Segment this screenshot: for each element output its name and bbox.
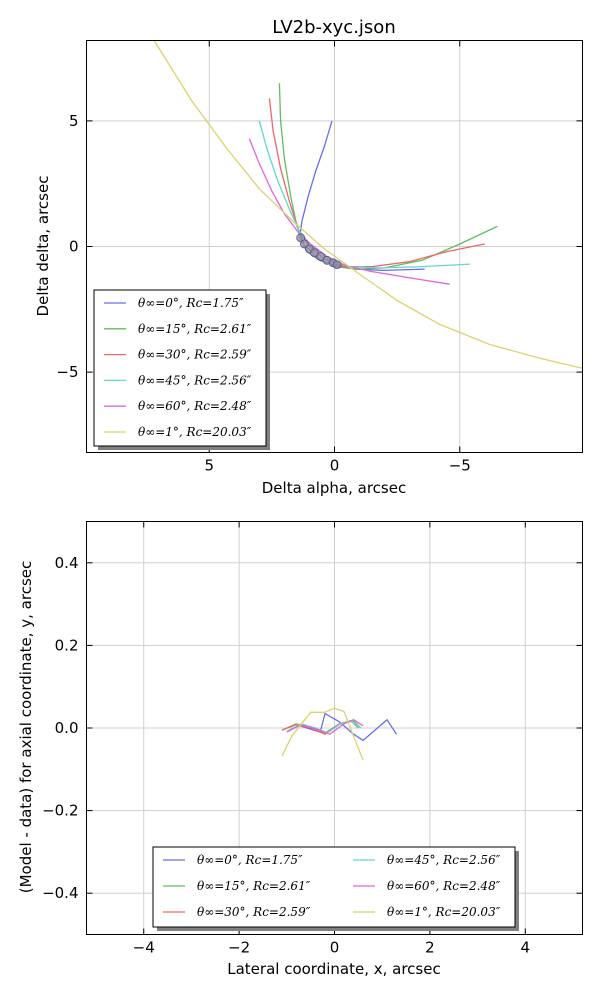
legend-label: θ∞=30°, Rc=2.59″ bbox=[197, 905, 311, 919]
y-tick-label: 0.2 bbox=[55, 636, 79, 654]
y-tick-label: 0.0 bbox=[55, 719, 79, 737]
legend-label: θ∞=15°, Rc=2.61″ bbox=[197, 879, 311, 893]
data-markers bbox=[296, 233, 342, 269]
x-axis-label: Delta alpha, arcsec bbox=[262, 479, 406, 497]
y-tick-label: −0.2 bbox=[42, 802, 78, 820]
legend-label: θ∞=60°, Rc=2.48″ bbox=[387, 879, 501, 893]
legend-label: θ∞=0°, Rc=1.75″ bbox=[197, 853, 303, 867]
legend: θ∞=0°, Rc=1.75″ θ∞=15°, Rc=2.61″ θ∞=30°, R… bbox=[93, 289, 270, 450]
legend-box bbox=[93, 289, 267, 447]
axis-ticks: 5 0 −5 −5 0 5 bbox=[56, 40, 583, 475]
series-line bbox=[153, 40, 583, 369]
series-line bbox=[281, 719, 362, 735]
legend-label: θ∞=15°, Rc=2.61″ bbox=[138, 322, 252, 336]
y-axis-label: Delta delta, arcsec bbox=[34, 176, 52, 317]
x-tick-label: 2 bbox=[425, 939, 435, 957]
legend-box bbox=[152, 846, 516, 928]
residuals-chart: −4 −2 0 2 4 −0.4 −0.2 0.0 0.2 0.4 Lateral coordin… bbox=[17, 521, 583, 978]
y-tick-label: 0.4 bbox=[55, 554, 79, 572]
legend-label: θ∞=30°, Rc=2.59″ bbox=[138, 348, 252, 362]
chart-title: LV2b-xyc.json bbox=[272, 17, 395, 38]
legend: θ∞=0°, Rc=1.75″ θ∞=15°, Rc=2.61″ θ∞=30°, R… bbox=[152, 846, 519, 931]
y-tick-label: 0 bbox=[69, 238, 79, 256]
x-tick-label: 0 bbox=[330, 939, 340, 957]
legend-label: θ∞=0°, Rc=1.75″ bbox=[138, 296, 244, 310]
legend-label: θ∞=1°, Rc=20.03″ bbox=[138, 425, 252, 439]
x-tick-label: 0 bbox=[330, 457, 340, 475]
x-tick-label: −5 bbox=[449, 457, 471, 475]
trajectory-chart: LV2b-xyc.json 5 0 −5 −5 0 5 Delta alpha, arcs… bbox=[34, 17, 583, 497]
x-tick-label: 4 bbox=[520, 939, 530, 957]
y-tick-label: −5 bbox=[56, 363, 78, 381]
y-tick-label: 5 bbox=[69, 112, 79, 130]
series-line bbox=[296, 712, 398, 742]
axis-ticks: −4 −2 0 2 4 −0.4 −0.2 0.0 0.2 0.4 bbox=[42, 521, 583, 957]
x-tick-label: −2 bbox=[228, 939, 250, 957]
legend-label: θ∞=45°, Rc=2.56″ bbox=[138, 373, 252, 387]
data-point bbox=[332, 260, 342, 269]
legend-label: θ∞=1°, Rc=20.03″ bbox=[387, 905, 501, 919]
series-line bbox=[278, 83, 498, 270]
series-line bbox=[248, 138, 450, 285]
legend-label: θ∞=60°, Rc=2.48″ bbox=[138, 399, 252, 413]
series-line bbox=[281, 707, 364, 761]
legend-label: θ∞=45°, Rc=2.56″ bbox=[387, 853, 501, 867]
y-axis-label: (Model - data) for axial coordinate, y, … bbox=[17, 561, 35, 894]
series-line bbox=[299, 120, 425, 272]
x-axis-label: Lateral coordinate, x, arcsec bbox=[227, 960, 440, 978]
x-tick-label: −4 bbox=[133, 939, 155, 957]
y-tick-label: −0.4 bbox=[42, 884, 78, 902]
series-lines bbox=[281, 707, 398, 761]
x-tick-label: 5 bbox=[204, 457, 214, 475]
